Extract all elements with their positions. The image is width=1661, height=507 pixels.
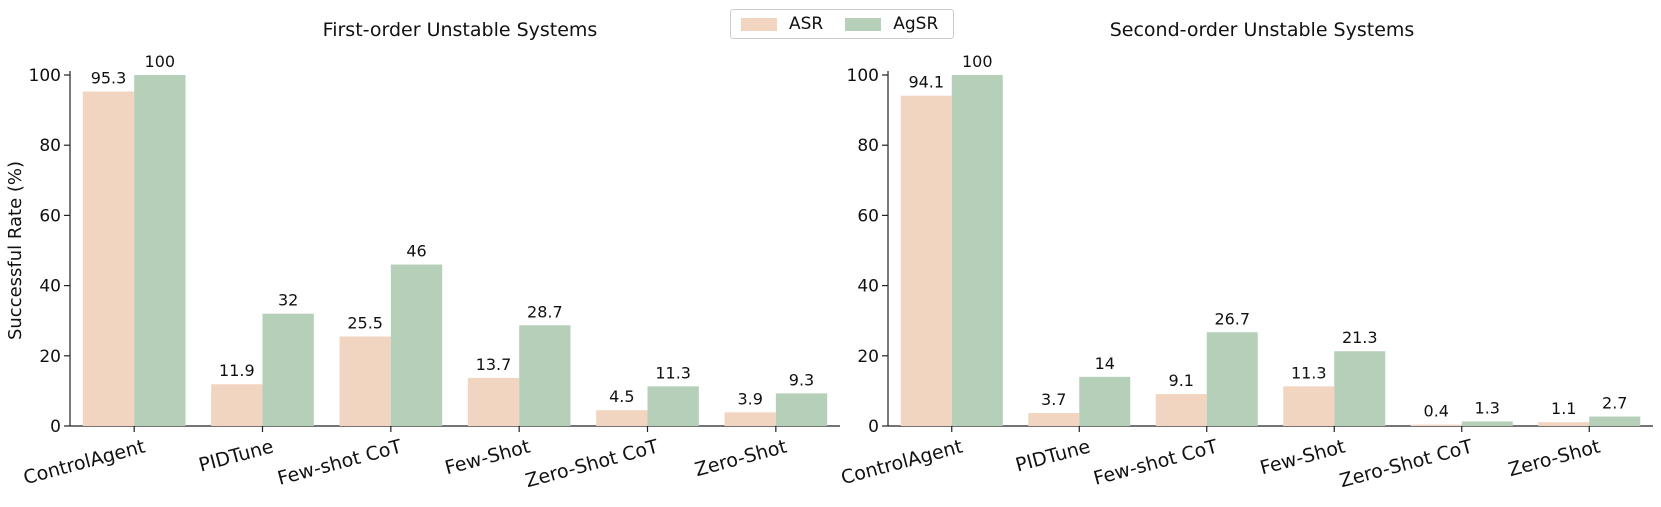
panel2-bar-asr: [1538, 422, 1590, 426]
panel1-data-label-agsr: 100: [145, 52, 176, 71]
panel1-data-label-asr: 95.3: [91, 68, 127, 87]
panel1-bar-agsr: [519, 325, 571, 426]
panel2-data-label-asr: 0.4: [1424, 402, 1449, 421]
panel2-data-label-agsr: 2.7: [1602, 394, 1627, 413]
panel1-data-label-agsr: 9.3: [789, 370, 814, 389]
panel2-data-label-agsr: 14: [1095, 354, 1115, 373]
panel1-bar-asr: [211, 384, 263, 426]
panel1-x-tick-label: Zero-Shot CoT: [523, 435, 661, 492]
panel2-bar-agsr: [1206, 332, 1258, 426]
legend-item-agsr: AgSR: [845, 14, 938, 34]
panel2-bar-agsr: [1334, 351, 1386, 426]
panel2-data-label-agsr: 21.3: [1342, 328, 1378, 347]
panel2-x-tick-label: Zero-Shot: [1506, 436, 1603, 482]
panel1-bar-asr: [724, 412, 776, 426]
panel2-y-tick-label: 100: [847, 66, 879, 86]
panel1-bar-asr: [339, 336, 391, 426]
panel1-y-tick-label: 80: [39, 136, 61, 156]
panel2-data-label-asr: 3.7: [1041, 390, 1066, 409]
panel1-data-label-agsr: 46: [406, 242, 426, 261]
panel2-x-tick-label: PIDTune: [1013, 436, 1092, 477]
panel1-y-tick-label: 0: [50, 417, 61, 437]
panel1-bar-asr: [82, 91, 135, 426]
panel1-data-label-agsr: 32: [278, 291, 298, 310]
panel2-title: Second-order Unstable Systems: [1110, 19, 1415, 41]
legend-swatch-agsr: [845, 17, 882, 31]
panel2-data-label-asr: 9.1: [1169, 371, 1194, 390]
panel2-y-tick-label: 0: [868, 417, 879, 437]
legend-label-agsr: AgSR: [893, 14, 939, 34]
panel1-data-label-asr: 11.9: [219, 361, 255, 380]
panel2-bar-asr: [1028, 413, 1080, 426]
panel1-bar-agsr: [134, 75, 186, 426]
legend-item-asr: ASR: [741, 14, 823, 34]
panel1-data-label-asr: 4.5: [609, 387, 634, 406]
panel1-bar-agsr: [775, 393, 828, 426]
panel1-bar-agsr: [390, 264, 443, 426]
panel2-data-label-agsr: 1.3: [1475, 398, 1500, 417]
panel2-y-tick-label: 40: [857, 277, 879, 297]
panel2-x-tick-label: Few-shot CoT: [1091, 435, 1220, 489]
panel2-data-label-agsr: 26.7: [1214, 309, 1250, 328]
panel1-y-tick-label: 60: [39, 206, 61, 226]
panel2-bar-asr: [1283, 386, 1335, 426]
panel2-x-tick-label: Zero-Shot CoT: [1337, 435, 1475, 492]
panel2-bar-agsr: [951, 75, 1003, 426]
panel2-data-label-asr: 94.1: [908, 73, 944, 92]
panel1-bar-asr: [596, 410, 648, 426]
panel1-y-tick-label: 100: [29, 66, 61, 86]
panel1-bar-agsr: [262, 313, 314, 426]
panel1-data-label-agsr: 28.7: [527, 302, 563, 321]
panel1-bar-asr: [467, 377, 520, 426]
panel1-data-label-asr: 3.9: [737, 389, 762, 408]
panel1-x-tick-label: Zero-Shot: [693, 436, 790, 482]
panel2-y-tick-label: 20: [857, 347, 879, 367]
panel2-bar-asr: [1410, 424, 1462, 426]
panel1-x-tick-label: ControlAgent: [21, 436, 147, 490]
panel2-x-tick-label: ControlAgent: [839, 436, 965, 490]
panel1-y-tick-label: 40: [39, 277, 61, 297]
panel2-bar-agsr: [1589, 416, 1641, 426]
panel2-bar-agsr: [1079, 376, 1131, 426]
panel1-data-label-agsr: 11.3: [655, 363, 691, 382]
panel2-x-tick-label: Few-Shot: [1258, 436, 1348, 480]
panel1-bar-agsr: [647, 386, 699, 426]
panel2-y-tick-label: 80: [857, 136, 879, 156]
panel2-data-label-asr: 11.3: [1291, 363, 1327, 382]
legend-swatch-asr: [741, 17, 777, 31]
panel1-data-label-asr: 25.5: [347, 313, 383, 332]
panel1-x-tick-label: Few-Shot: [443, 436, 533, 480]
panel2-bar-asr: [900, 95, 952, 427]
panel1-y-axis-label: Successful Rate (%): [5, 161, 26, 340]
panel2-data-label-agsr: 100: [962, 52, 993, 71]
panel1-data-label-asr: 13.7: [476, 355, 512, 374]
panel2-data-label-asr: 1.1: [1551, 399, 1576, 418]
panel1-x-tick-label: PIDTune: [197, 436, 276, 477]
legend-label-asr: ASR: [789, 14, 824, 34]
panel1-title: First-order Unstable Systems: [323, 19, 598, 41]
panel2-bar-asr: [1155, 394, 1207, 426]
panel1-x-tick-label: Few-shot CoT: [275, 435, 404, 489]
panel2-bar-agsr: [1461, 421, 1513, 426]
panel2-y-tick-label: 60: [857, 206, 879, 226]
panel1-y-tick-label: 20: [39, 347, 61, 367]
legend: ASR AgSR: [730, 9, 954, 39]
